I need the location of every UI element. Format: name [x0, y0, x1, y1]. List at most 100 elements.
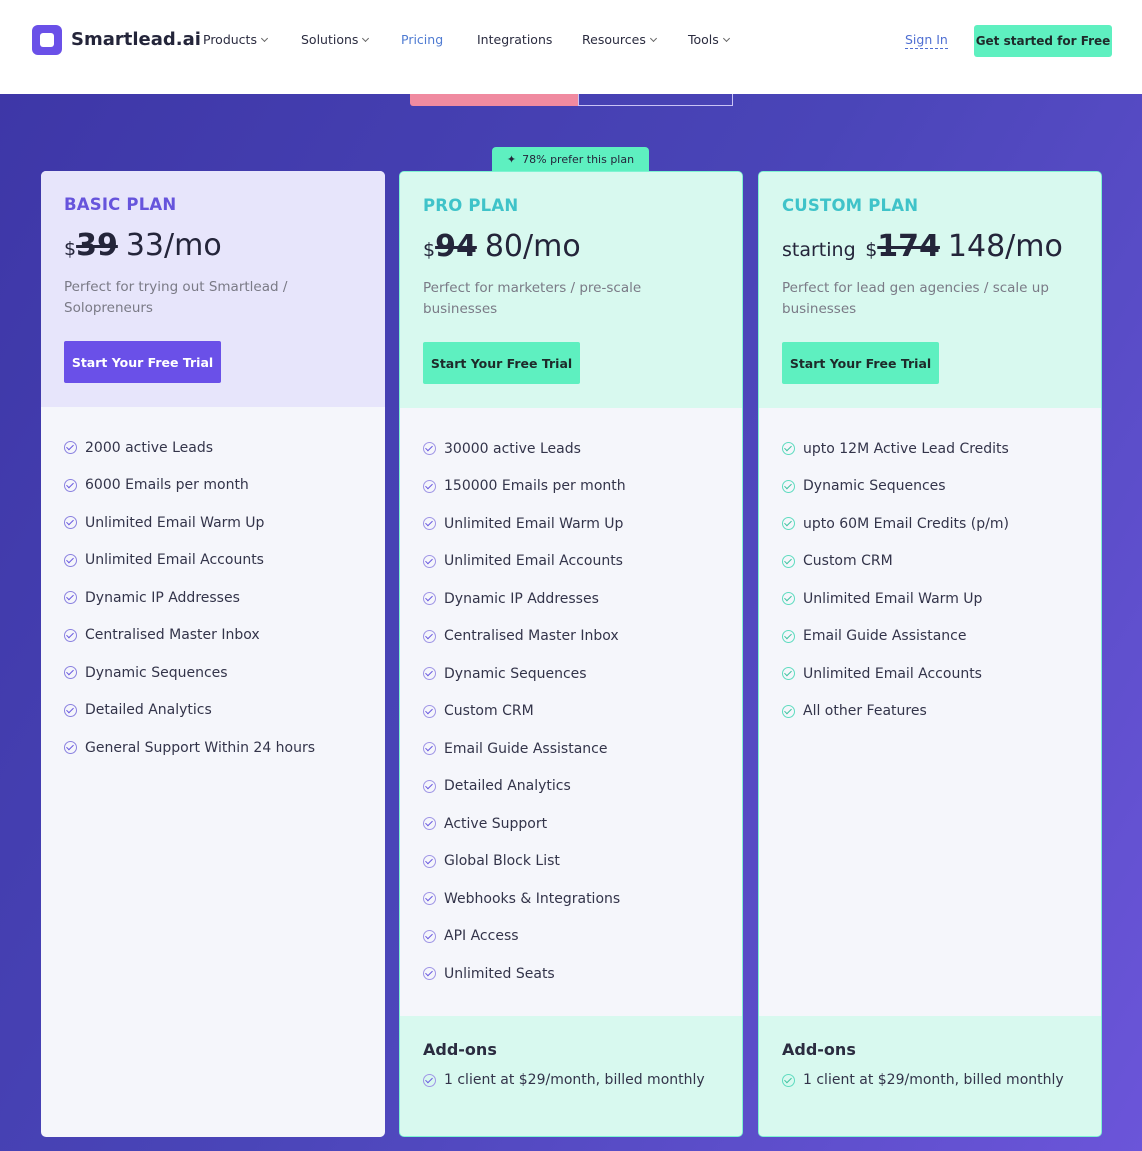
plan-name: CUSTOM PLAN: [782, 196, 919, 215]
nav-cta[interactable]: Get started for Free: [974, 25, 1112, 57]
check-icon: [64, 628, 77, 642]
old-price: 174: [877, 229, 940, 264]
feature-text: Global Block List: [444, 853, 560, 870]
feature: All other Features: [782, 693, 1078, 731]
check-icon: [423, 517, 436, 531]
check-icon: [423, 779, 436, 793]
feature: Dynamic Sequences: [782, 468, 1078, 506]
feature-text: Detailed Analytics: [444, 778, 571, 795]
nav-link[interactable]: Resources: [582, 32, 657, 47]
feature-list: 30000 active Leads 150000 Emails per mont…: [400, 408, 742, 993]
feature-text: Unlimited Email Warm Up: [85, 514, 265, 531]
currency: $: [865, 239, 878, 261]
nav-link[interactable]: Integrations: [477, 32, 552, 47]
navbar: Smartlead.ai Products Solutions Pricing Int…: [0, 0, 1142, 94]
feature-text: Unlimited Email Accounts: [803, 665, 982, 682]
feature-text: Custom CRM: [803, 553, 893, 570]
feature-text: 2000 active Leads: [85, 439, 214, 456]
logo[interactable]: [32, 25, 62, 55]
check-icon: [423, 629, 436, 643]
chevron: [260, 34, 269, 43]
feature: Custom CRM: [423, 693, 719, 731]
plan-card: CUSTOM PLAN starting $174 148/mo Perfect fo…: [758, 171, 1102, 1137]
nav-link[interactable]: Solutions: [301, 32, 370, 47]
feature: Dynamic IP Addresses: [423, 580, 719, 618]
feature: Detailed Analytics: [64, 692, 362, 730]
nav-link-label: Pricing: [401, 32, 444, 47]
feature-text: Dynamic Sequences: [803, 478, 946, 495]
trial-button[interactable]: Start Your Free Trial: [64, 341, 221, 383]
plan-description: Perfect for marketers / pre-scale busine…: [423, 280, 642, 317]
feature-text: Webhooks & Integrations: [444, 890, 621, 907]
feature-text: Unlimited Email Warm Up: [803, 590, 983, 607]
feature: upto 12M Active Lead Credits: [782, 430, 1078, 468]
check-icon: [782, 517, 795, 531]
feature-text: Dynamic IP Addresses: [444, 590, 599, 607]
check-icon: [423, 892, 436, 906]
feature: Centralised Master Inbox: [64, 617, 362, 655]
nav-link[interactable]: Tools: [688, 32, 730, 47]
feature-text: Email Guide Assistance: [444, 740, 608, 757]
check-icon: [782, 629, 795, 643]
feature: Centralised Master Inbox: [423, 618, 719, 656]
feature-text: Unlimited Email Accounts: [444, 553, 623, 570]
check-icon: [423, 704, 436, 718]
check-icon: [423, 854, 436, 868]
feature-text: 30000 active Leads: [444, 440, 581, 457]
nav-link[interactable]: Products: [203, 32, 269, 47]
check-icon: [782, 442, 795, 456]
check-icon: [782, 479, 795, 493]
check-icon: [423, 742, 436, 756]
addons-title: Add-ons: [782, 1040, 856, 1059]
check-icon: [423, 554, 436, 568]
price: $94 80/mo: [423, 229, 719, 264]
feature-text: Active Support: [444, 815, 548, 832]
brand[interactable]: Smartlead.ai: [71, 29, 201, 50]
feature-text: Dynamic Sequences: [85, 664, 228, 681]
addons-title: Add-ons: [423, 1040, 497, 1059]
plan-description: Perfect for trying out Smartlead / Solop…: [64, 279, 288, 316]
check-icon: [64, 516, 77, 530]
feature: Webhooks & Integrations: [423, 880, 719, 918]
feature-text: Unlimited Email Accounts: [85, 552, 264, 569]
new-price: 148/mo: [947, 229, 1063, 264]
check-icon: [64, 591, 77, 605]
feature-text: upto 60M Email Credits (p/m): [803, 515, 1009, 532]
feature: 30000 active Leads: [423, 430, 719, 468]
plan-name: PRO PLAN: [423, 196, 519, 215]
sign-in[interactable]: Sign In: [905, 32, 948, 49]
addon-text: 1 client at $29/month, billed monthly: [803, 1072, 1064, 1088]
toggle-yearly[interactable]: [578, 84, 733, 106]
feature: Unlimited Email Warm Up: [782, 580, 1078, 618]
check-icon: [782, 667, 795, 681]
check-icon: [423, 1073, 436, 1087]
badge-text: 78% prefer this plan: [522, 152, 635, 166]
nav-link-label: Products: [203, 32, 257, 47]
nav-link-label: Resources: [582, 32, 646, 47]
addons: Add-ons 1 client at $29/month, billed mon…: [400, 1016, 742, 1136]
feature: Dynamic Sequences: [423, 655, 719, 693]
trial-button[interactable]: Start Your Free Trial: [423, 342, 580, 384]
check-icon: [423, 667, 436, 681]
feature: 6000 Emails per month: [64, 467, 362, 505]
feature: upto 60M Email Credits (p/m): [782, 505, 1078, 543]
check-icon: [782, 554, 795, 568]
feature: Email Guide Assistance: [782, 618, 1078, 656]
feature: Unlimited Email Accounts: [64, 542, 362, 580]
feature-text: Dynamic IP Addresses: [85, 589, 240, 606]
feature: Unlimited Email Accounts: [782, 655, 1078, 693]
feature: Dynamic IP Addresses: [64, 579, 362, 617]
check-icon: [64, 478, 77, 492]
addon-item: 1 client at $29/month, billed monthly: [423, 1067, 719, 1093]
check-icon: [423, 592, 436, 606]
addon-text: 1 client at $29/month, billed monthly: [444, 1072, 705, 1088]
feature: Custom CRM: [782, 543, 1078, 581]
feature: General Support Within 24 hours: [64, 729, 362, 767]
feature-text: API Access: [444, 928, 519, 945]
feature-text: Detailed Analytics: [85, 702, 212, 719]
nav-link[interactable]: Pricing: [401, 32, 443, 47]
check-icon: [64, 741, 77, 755]
feature-list: 2000 active Leads 6000 Emails per month Un…: [41, 407, 385, 767]
plan-header: PRO PLAN $94 80/mo Perfect for marketers / …: [400, 172, 742, 408]
trial-button[interactable]: Start Your Free Trial: [782, 342, 939, 384]
